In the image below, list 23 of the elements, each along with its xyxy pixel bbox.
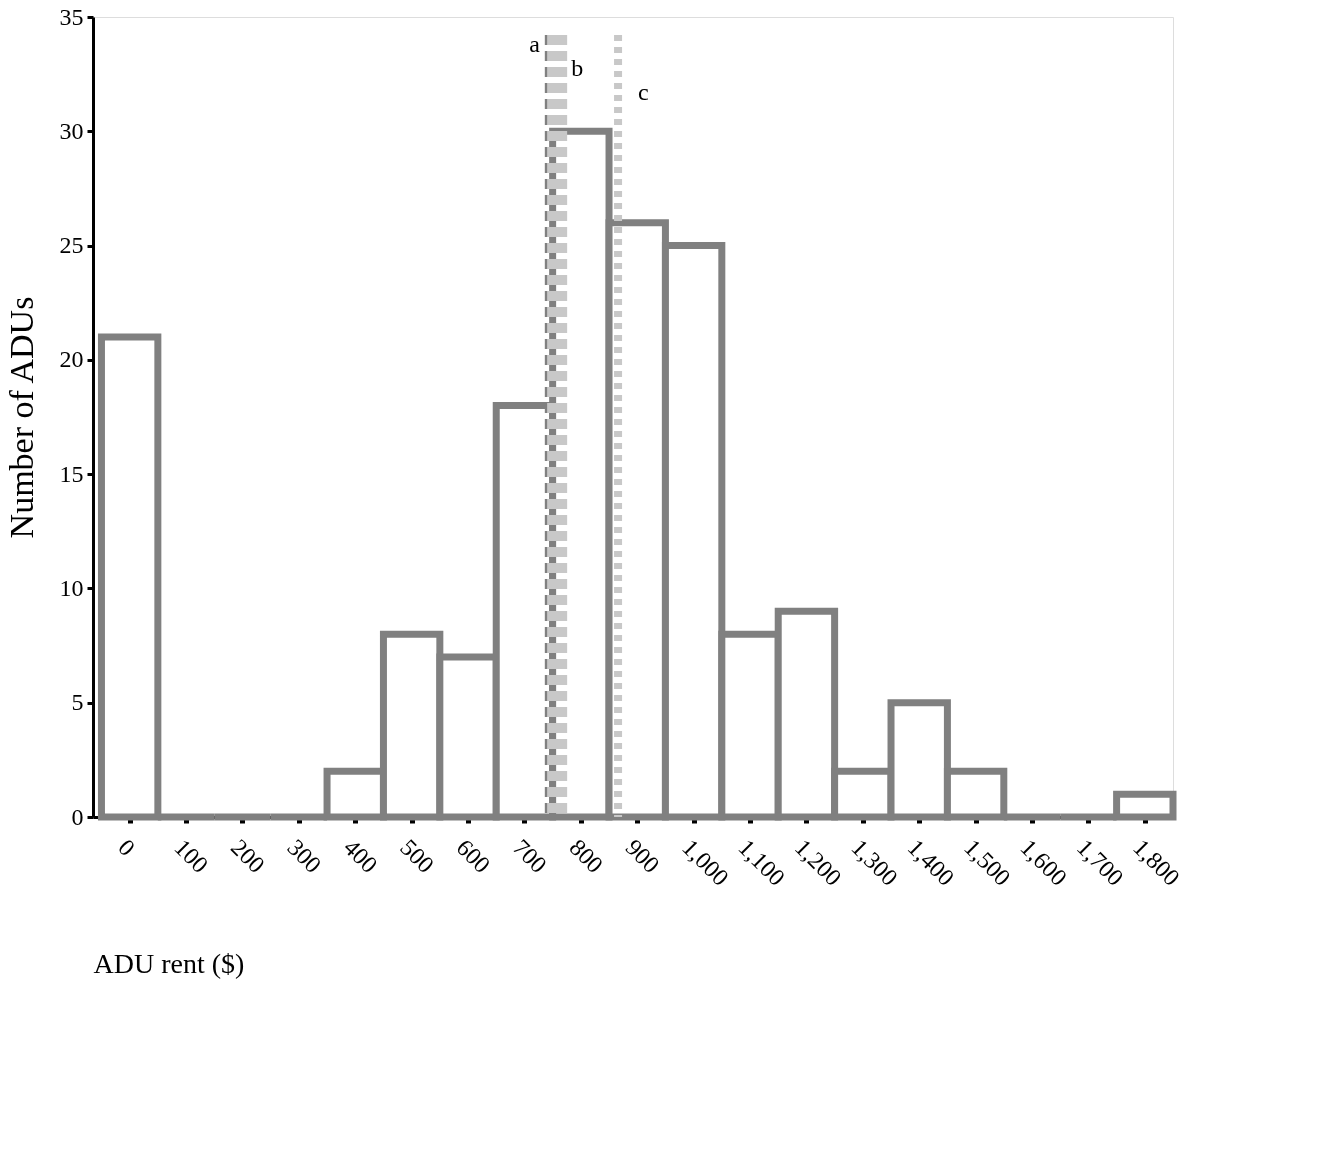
y-tick-label: 25 [59, 232, 84, 259]
x-tick-label: 600 [451, 834, 496, 878]
ref-line-label: b [571, 55, 584, 81]
x-tick-label: 900 [620, 834, 665, 878]
y-tick-label: 20 [59, 346, 84, 373]
y-tick-label: 15 [59, 460, 84, 487]
x-axis-title: ADU rent ($) [93, 947, 245, 979]
x-tick-label: 300 [282, 834, 327, 878]
x-tick-label: 100 [169, 834, 214, 878]
x-tick-label: 400 [338, 834, 383, 878]
y-tick-label: 5 [71, 689, 84, 716]
x-tick-label: 200 [225, 834, 270, 878]
y-axis-title: Number of ADUs [2, 296, 40, 539]
x-tick-label: 0 [113, 834, 141, 861]
y-tick-label: 10 [59, 574, 84, 601]
ref-line-label: a [529, 31, 541, 57]
x-tick-label: 800 [564, 834, 609, 878]
y-tick-label: 0 [71, 803, 84, 830]
x-tick-label: 700 [507, 834, 552, 878]
y-tick-label: 30 [59, 117, 84, 144]
y-tick-label: 35 [59, 3, 84, 30]
ref-line-label: c [638, 79, 649, 105]
x-tick-label: 500 [395, 834, 440, 878]
